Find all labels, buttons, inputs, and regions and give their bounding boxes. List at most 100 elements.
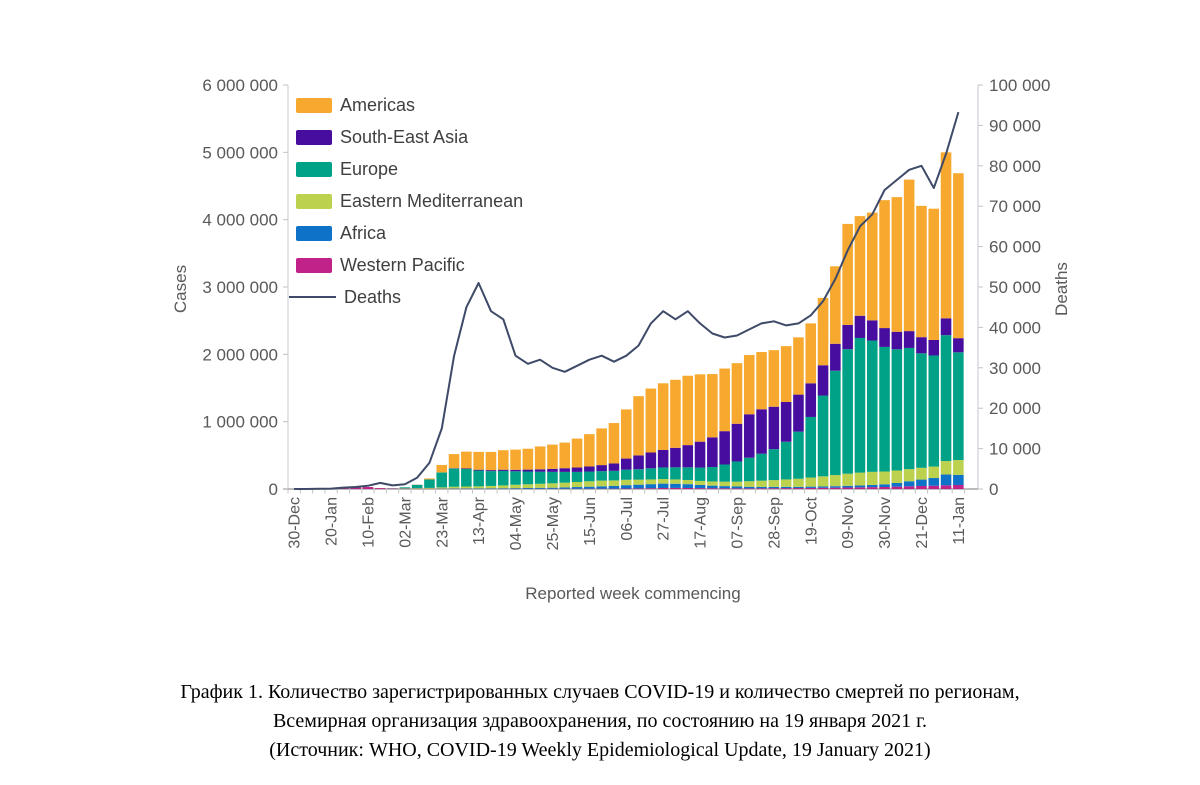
bar-segment-south-east-asia [584,466,595,472]
bar-segment-europe [522,471,534,485]
bar-segment-south-east-asia [756,409,767,454]
bar-segment-western-pacific [657,487,669,489]
bar-segment-americas [780,346,792,403]
bar-segment-western-pacific [645,488,657,489]
legend-item-americas: Americas [296,89,523,121]
bar-segment-eastern-mediterranean [842,473,853,486]
bar-segment-south-east-asia [928,339,940,356]
bar-segment-eastern-mediterranean [461,486,472,489]
bar-segment-eastern-mediterranean [953,460,964,475]
bar-segment-south-east-asia [596,465,607,472]
bar-segment-europe [866,340,878,472]
left-tick-label: 1 000 000 [202,413,278,432]
legend-item-eastern-mediterranean: Eastern Mediterranean [296,185,523,217]
bar-segment-eastern-mediterranean [596,480,607,487]
legend-color-swatch [296,161,332,177]
right-tick-label: 40 000 [989,318,1041,337]
bar-segment-africa [694,484,706,489]
bar-segment-americas [473,451,484,470]
bar-segment-eastern-mediterranean [817,476,829,487]
legend-label: Deaths [344,286,402,307]
bar-segment-western-pacific [694,488,706,489]
bar-segment-americas [534,446,546,470]
bar-segment-americas [756,352,767,410]
bar-segment-south-east-asia [522,469,534,472]
bar-segment-americas [866,212,878,321]
bar-segment-south-east-asia [633,455,644,470]
bar-segment-western-pacific [817,487,829,489]
x-tick-label: 19-Oct [803,496,820,545]
bar-segment-south-east-asia [657,449,669,468]
bar-segment-eastern-mediterranean [903,469,915,482]
bar-segment-americas [694,374,706,442]
bar-segment-africa [903,481,915,487]
bar-segment-eastern-mediterranean [916,467,927,480]
bar-segment-americas [645,388,657,453]
left-tick-label: 3 000 000 [202,278,278,297]
bar-segment-eastern-mediterranean [497,485,509,489]
legend-item-western-pacific: Western Pacific [296,249,523,281]
bar-segment-africa [928,478,940,486]
bar-segment-americas [559,442,571,469]
bar-segment-eastern-mediterranean [547,483,558,488]
bar-segment-western-pacific [805,487,817,489]
bar-segment-south-east-asia [719,431,730,465]
bar-segment-africa [645,484,657,489]
bar-segment-europe [497,470,509,486]
bar-segment-south-east-asia [866,320,878,341]
bar-segment-africa [879,484,890,487]
bar-segment-africa [670,483,681,488]
bar-segment-africa [891,482,903,487]
bar-segment-south-east-asia [768,406,780,450]
x-tick-label: 13-Apr [471,496,488,545]
bar-segment-south-east-asia [559,468,571,472]
bar-segment-europe [903,347,915,470]
bar-segment-americas [510,449,521,470]
bar-segment-south-east-asia [682,445,694,468]
legend-item-africa: Africa [296,217,523,249]
bar-segment-eastern-mediterranean [510,484,521,489]
x-tick-label: 04-May [508,497,525,550]
right-tick-label: 0 [989,480,998,499]
bar-segment-americas [497,450,509,470]
bar-segment-americas [547,444,558,469]
figure-caption: График 1. Количество зарегистрированных … [0,678,1200,765]
bar-segment-western-pacific [768,488,780,489]
bar-segment-europe [645,468,657,480]
bar-segment-europe [891,349,903,471]
bar-segment-eastern-mediterranean [559,482,571,488]
bar-segment-western-pacific [793,488,804,489]
bar-segment-americas [879,200,890,329]
legend-label: Eastern Mediterranean [340,190,524,211]
bar-segment-americas [608,423,620,464]
bar-segment-africa [596,486,607,489]
bar-segment-eastern-mediterranean [768,480,780,487]
bar-segment-south-east-asia [547,468,558,472]
bar-segment-africa [584,486,595,489]
bar-segment-western-pacific [743,488,755,489]
bar-segment-americas [953,173,964,339]
bar-segment-africa [707,485,718,489]
bar-segment-americas [461,451,472,469]
bar-segment-europe [731,461,743,482]
bar-segment-western-pacific [903,486,915,489]
bar-segment-africa [559,487,571,489]
bar-segment-africa [534,487,546,489]
x-tick-label: 23-Mar [434,496,451,547]
legend-item-europe: Europe [296,153,523,185]
bar-segment-europe [756,453,767,481]
x-tick-label: 28-Sep [766,497,783,549]
bar-segment-europe [830,370,841,476]
bar-segment-europe [928,355,940,467]
bar-segment-western-pacific [362,487,374,489]
bar-segment-americas [817,297,829,366]
x-tick-label: 02-Mar [397,496,414,547]
bar-segment-africa [842,485,853,488]
bar-segment-south-east-asia [805,383,817,417]
bar-segment-europe [510,471,521,485]
bar-segment-eastern-mediterranean [866,471,878,485]
bar-segment-americas [448,454,460,469]
chart-canvas: 0 1 000 000 2 000 000 3 000 000 4 000 000 5 0… [202,76,1050,550]
bar-segment-south-east-asia [891,331,903,350]
